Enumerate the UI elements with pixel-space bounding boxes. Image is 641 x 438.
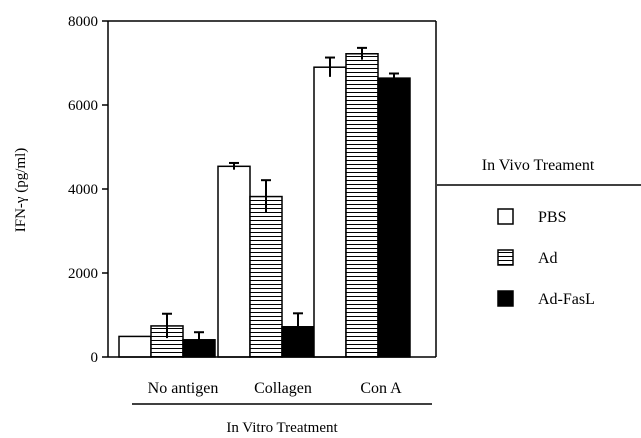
bar-pbs-collagen	[217, 165, 251, 358]
bar-ad-collagen	[249, 195, 283, 358]
legend-label-ad: Ad	[538, 250, 558, 267]
y-axis-label: IFN-γ (pg/ml)	[13, 148, 29, 233]
legend-label-pbs: PBS	[538, 209, 566, 226]
legend-swatch-pbs	[497, 208, 514, 225]
legend: In Vivo Treament PBS Ad Ad-FasL	[437, 157, 641, 308]
bar-ad-fasl-con-a	[377, 77, 411, 358]
legend-swatch-ad	[497, 249, 514, 266]
category-label-no-antigen: No antigen	[148, 380, 219, 397]
y-tick-label: 0	[91, 350, 99, 366]
legend-title: In Vivo Treament	[482, 157, 595, 174]
y-tick-label: 6000	[68, 98, 98, 114]
category-label-con-a: Con A	[360, 380, 402, 397]
legend-swatch-ad-fasl	[497, 290, 514, 307]
bars-group	[118, 46, 411, 358]
x-axis-label: In Vitro Treatment	[226, 420, 338, 436]
bar-pbs-con-a	[313, 66, 347, 358]
bar-pbs-no-antigen	[118, 335, 152, 358]
y-tick-label: 8000	[68, 14, 98, 30]
y-tick-label: 4000	[68, 182, 98, 198]
y-tick-label: 2000	[68, 266, 98, 282]
category-label-collagen: Collagen	[254, 380, 312, 397]
axes-group: 0 2000 4000 6000 8000	[68, 14, 437, 366]
bar-ad-con-a	[345, 53, 379, 358]
legend-label-ad-fasl: Ad-FasL	[538, 291, 595, 308]
